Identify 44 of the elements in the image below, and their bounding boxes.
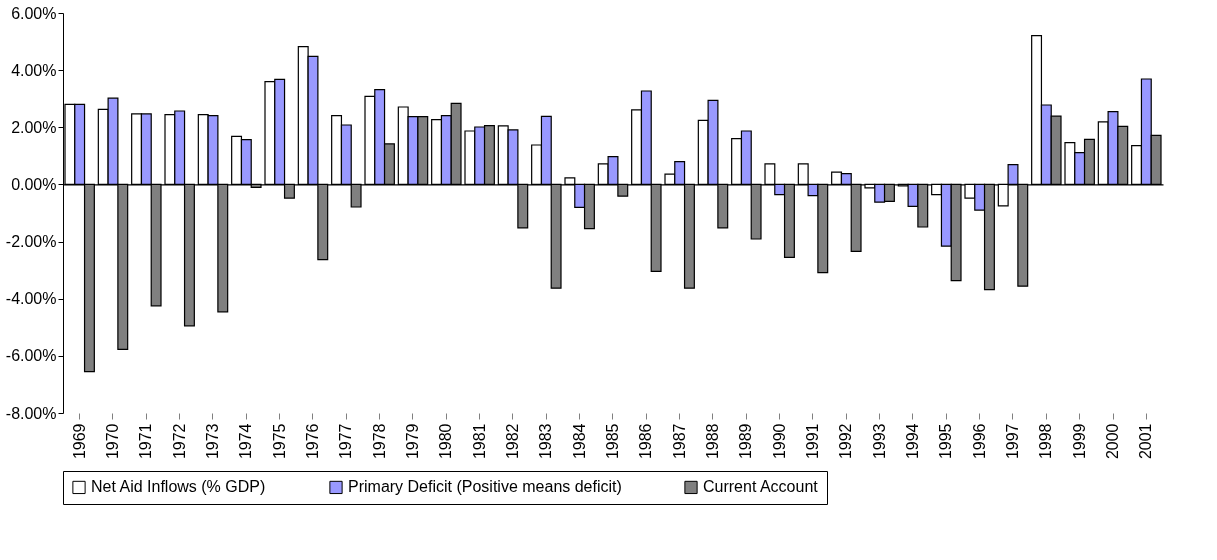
y-tick-label: 6.00% xyxy=(11,4,57,22)
x-tick-label: 1986 xyxy=(637,423,655,460)
x-tick-label: 1983 xyxy=(537,423,555,460)
x-tick-label: 2001 xyxy=(1137,423,1155,460)
x-tick-label: 1999 xyxy=(1070,423,1088,460)
x-tick-label: 1973 xyxy=(204,423,221,460)
x-tick-label: 1990 xyxy=(770,423,788,460)
x-tick-label: 1991 xyxy=(804,423,821,460)
x-tick-label: 1998 xyxy=(1037,423,1055,460)
x-tick-label: 1981 xyxy=(470,423,488,460)
x-tick-label: 1980 xyxy=(437,423,455,460)
x-tick-label: 1989 xyxy=(737,423,755,460)
y-tick-label: 4.00% xyxy=(11,61,57,79)
y-tick-label: -8.00% xyxy=(5,404,57,422)
x-tick-label: 1996 xyxy=(970,423,988,460)
x-tick-label: 1969 xyxy=(70,423,88,460)
x-tick-label: 1976 xyxy=(304,423,321,460)
x-tick-label: 1995 xyxy=(937,423,955,460)
x-tick-label: 1974 xyxy=(237,423,255,460)
x-tick-label: 1978 xyxy=(370,423,388,460)
y-tick-label: -2.00% xyxy=(5,233,57,251)
x-tick-label: 1988 xyxy=(704,423,721,460)
x-tick-label: 1972 xyxy=(170,423,188,460)
x-tick-label: 1970 xyxy=(104,423,121,460)
x-tick-label: 1985 xyxy=(604,423,621,460)
y-tick-label: 2.00% xyxy=(11,118,57,136)
x-tick-label: 1977 xyxy=(337,423,355,460)
x-tick-label: 1982 xyxy=(504,423,521,460)
x-tick-label: 1997 xyxy=(1004,423,1021,460)
legend-label: Net Aid Inflows (% GDP) xyxy=(91,478,266,496)
x-tick-label: 1979 xyxy=(404,423,421,460)
x-tick-label: 1987 xyxy=(670,423,688,460)
y-tick-label: -6.00% xyxy=(5,347,57,365)
x-tick-label: 1971 xyxy=(137,423,155,460)
x-tick-label: 1984 xyxy=(570,423,588,460)
legend-label: Current Account xyxy=(703,478,819,496)
legend-label: Primary Deficit (Positive means deficit) xyxy=(348,478,622,496)
x-tick-label: 1992 xyxy=(837,423,855,460)
x-tick-label: 1975 xyxy=(270,423,288,460)
x-tick-label: 1993 xyxy=(870,423,888,460)
y-tick-label: -4.00% xyxy=(5,290,57,308)
y-tick-label: 0.00% xyxy=(11,175,57,193)
x-tick-label: 2000 xyxy=(1104,423,1121,460)
x-tick-label: 1994 xyxy=(904,423,921,460)
